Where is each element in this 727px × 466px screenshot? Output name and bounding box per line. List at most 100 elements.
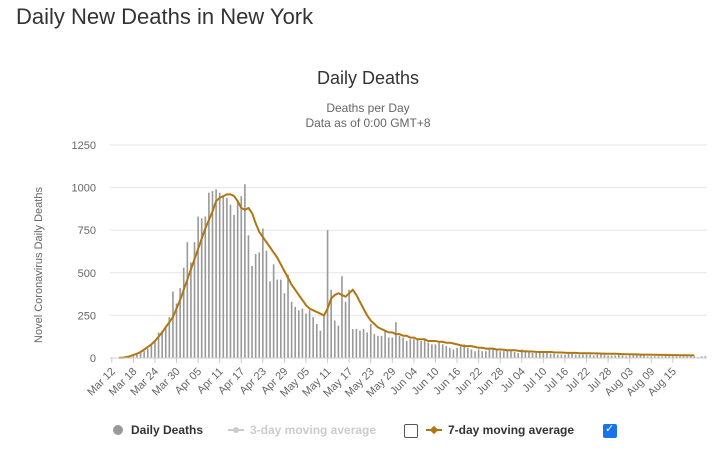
bar [603,354,606,358]
bar [355,329,358,358]
bar [456,347,458,358]
bar [373,334,376,358]
bar [251,265,253,358]
line-circle-marker-icon [228,425,244,435]
bar [280,279,282,358]
bar [499,351,502,358]
bar [646,356,649,358]
bar [244,184,246,358]
bar [402,337,404,358]
bar [495,349,498,358]
bar [700,356,703,358]
bar [258,252,261,358]
bar [132,356,135,358]
bar [409,339,412,358]
y-tick-label: 1000 [72,183,96,195]
bar [341,276,343,358]
bar [308,310,311,358]
line-diamond-marker-icon [426,425,442,435]
legend-7-day-average[interactable]: 7-day moving average [426,418,574,442]
bar [326,230,329,358]
bar [315,323,318,358]
bar [377,335,379,358]
bar [560,354,563,358]
bar [690,356,692,358]
bar [423,339,426,358]
bar [502,351,505,358]
y-tick-label: 1250 [72,140,96,152]
bar [654,356,656,358]
bar [240,196,243,358]
bar [639,355,642,358]
bar [452,349,455,358]
bar [531,352,534,358]
bar [510,351,512,358]
bar [204,216,207,358]
legend-daily-deaths[interactable]: Daily Deaths [113,418,203,442]
bar [488,349,491,358]
bar [193,242,196,358]
bar [215,189,217,358]
bar [513,352,516,358]
bar [226,197,228,358]
bar [578,354,581,358]
bar [582,354,584,358]
bar [164,325,167,358]
bar [585,354,588,358]
bar [467,347,469,358]
circle-icon [113,425,123,435]
bar [154,340,156,358]
bar [535,352,537,358]
bar [434,344,437,358]
bar [556,354,559,358]
bar [211,191,214,358]
bar [276,279,279,358]
bar [538,352,541,358]
bar [693,356,696,358]
bar [290,301,293,358]
bar [362,329,365,358]
legend-3-day-average[interactable]: 3-day moving average [228,418,376,442]
bar [610,355,613,358]
ma7-series-line [118,193,695,359]
bar [420,340,422,358]
checkbox-3-day-average[interactable] [404,424,418,438]
bar [485,351,487,358]
bar [229,204,232,358]
bar [413,339,415,358]
chart-legend: Daily Deaths 3-day moving average 7-day … [0,418,727,442]
bar [477,349,480,358]
chart-subtitle-line-2: Data as of 0:00 GMT+8 [305,116,430,130]
bar [287,274,289,358]
bar [600,353,602,358]
bar [366,332,368,358]
bar [190,262,192,358]
bar [298,310,300,358]
bar [664,355,667,358]
chart-subtitle-line-1: Deaths per Day [326,101,409,115]
bar [319,330,322,358]
y-tick-label: 750 [78,225,96,237]
bar [618,354,620,358]
bar [661,356,663,358]
bar [553,353,555,358]
bar [161,330,163,358]
bar [546,352,548,358]
bar [312,317,315,358]
bar [632,355,635,358]
bar [589,354,591,358]
bar [344,301,347,358]
bar [686,356,689,358]
bar [233,214,235,358]
bar [431,344,433,358]
bar [621,355,624,358]
bar [643,355,645,358]
checkbox-7-day-average[interactable] [603,422,617,438]
bar [172,291,174,358]
bar [459,346,462,358]
bar [675,356,678,358]
bar [146,348,149,358]
daily-deaths-bars [125,184,707,358]
